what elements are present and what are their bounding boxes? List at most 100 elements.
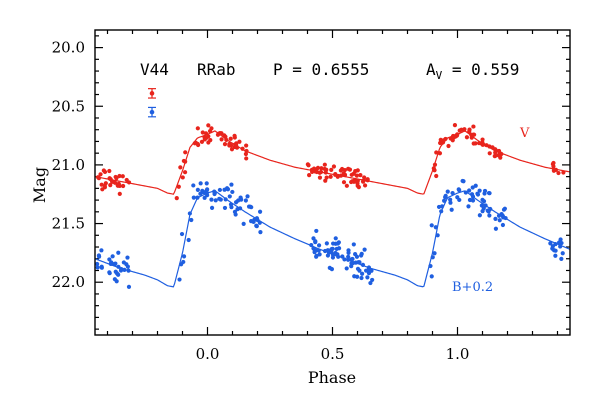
v-data-point bbox=[473, 141, 478, 146]
b-data-point bbox=[217, 196, 222, 201]
b-data-point bbox=[346, 248, 351, 253]
b-data-point bbox=[470, 198, 476, 203]
v-data-point bbox=[199, 139, 205, 144]
b-data-point bbox=[429, 223, 434, 228]
v-data-point bbox=[484, 143, 489, 148]
b-data-point bbox=[428, 263, 433, 269]
v-data-point bbox=[208, 138, 213, 143]
b-data-point bbox=[114, 279, 119, 284]
v-data-point bbox=[183, 159, 188, 164]
b-data-point bbox=[257, 220, 262, 225]
b-data-point bbox=[122, 267, 127, 272]
v-data-point bbox=[331, 164, 337, 169]
b-data-point bbox=[113, 261, 118, 266]
v-data-point bbox=[438, 137, 443, 142]
b-data-point bbox=[350, 256, 355, 262]
b-data-point bbox=[191, 195, 196, 200]
v-data-point bbox=[322, 162, 327, 167]
v-data-point bbox=[453, 134, 458, 139]
b-data-point bbox=[477, 188, 482, 193]
b-data-point bbox=[500, 213, 505, 218]
v-data-point bbox=[342, 172, 347, 177]
b-data-point bbox=[177, 277, 182, 282]
b-data-point bbox=[548, 241, 553, 246]
b-data-point bbox=[439, 209, 444, 214]
b-data-point bbox=[209, 197, 214, 202]
b-data-point bbox=[365, 275, 370, 280]
v-data-point bbox=[434, 150, 439, 155]
v-data-point bbox=[117, 191, 122, 196]
v-data-point bbox=[324, 175, 329, 180]
y-axis-title: Mag bbox=[30, 167, 49, 203]
b-data-point bbox=[553, 248, 558, 253]
b-data-point bbox=[364, 268, 369, 273]
v-data-point bbox=[244, 156, 249, 161]
v-data-point bbox=[120, 174, 125, 179]
v-data-point bbox=[338, 173, 344, 178]
v-data-point bbox=[452, 123, 458, 128]
b-data-point bbox=[245, 194, 250, 199]
b-data-point bbox=[204, 181, 209, 186]
v-data-point bbox=[347, 167, 353, 172]
b-data-point bbox=[243, 198, 248, 203]
b-data-point bbox=[336, 246, 342, 251]
b-data-point bbox=[236, 198, 241, 203]
b-data-point bbox=[235, 207, 240, 212]
v-data-point bbox=[124, 177, 129, 183]
b-data-point bbox=[181, 259, 186, 265]
b-data-point bbox=[198, 191, 203, 196]
b-data-point bbox=[228, 202, 234, 207]
b-data-point bbox=[205, 187, 210, 192]
x-tick-label: 0.5 bbox=[321, 345, 345, 363]
b-data-point bbox=[481, 199, 487, 204]
b-data-point bbox=[110, 254, 115, 259]
b-data-point bbox=[225, 187, 231, 192]
b-data-point bbox=[324, 241, 329, 246]
v-data-point bbox=[114, 176, 119, 181]
v-data-point bbox=[117, 173, 122, 179]
b-data-point bbox=[198, 181, 203, 186]
v-data-point bbox=[353, 169, 358, 174]
v-data-point bbox=[480, 140, 485, 145]
v-data-point bbox=[493, 150, 498, 155]
b-data-point bbox=[99, 248, 104, 253]
v-data-point bbox=[307, 173, 312, 178]
v-data-point bbox=[323, 178, 328, 183]
b-data-point bbox=[195, 195, 200, 200]
v-data-point bbox=[240, 146, 245, 151]
v-data-point bbox=[349, 172, 354, 177]
b-data-point bbox=[254, 216, 260, 221]
b-data-point bbox=[96, 253, 101, 258]
b-data-point bbox=[359, 275, 364, 281]
b-data-point bbox=[432, 251, 437, 256]
plot-frame bbox=[94, 29, 571, 336]
amplitude-value: = 0.559 bbox=[442, 60, 519, 79]
b-data-point bbox=[329, 267, 334, 272]
v-fit-curve bbox=[94, 130, 571, 195]
v-data-point bbox=[174, 196, 179, 201]
v-data-point bbox=[196, 142, 201, 148]
b-data-point bbox=[217, 187, 222, 193]
b-data-point bbox=[355, 266, 361, 271]
v-data-point bbox=[354, 173, 359, 178]
v-data-point bbox=[358, 172, 363, 178]
b-data-point bbox=[493, 216, 498, 221]
v-data-point bbox=[305, 162, 310, 167]
b-data-point bbox=[336, 240, 341, 245]
v-data-point bbox=[206, 123, 211, 128]
b-data-point bbox=[314, 228, 319, 234]
v-data-point bbox=[195, 126, 200, 131]
v-band-annotation: V bbox=[519, 126, 530, 141]
b-data-point bbox=[229, 182, 234, 187]
b-data-point bbox=[445, 189, 450, 194]
b-data-point bbox=[368, 280, 373, 286]
b-data-point bbox=[449, 207, 454, 212]
v-data-point bbox=[102, 185, 107, 190]
b-data-point bbox=[557, 240, 562, 245]
b-data-point bbox=[448, 197, 453, 202]
v-data-point bbox=[107, 168, 112, 174]
v-data-point bbox=[467, 127, 472, 132]
b-data-point bbox=[340, 254, 345, 259]
v-data-point bbox=[339, 166, 345, 172]
